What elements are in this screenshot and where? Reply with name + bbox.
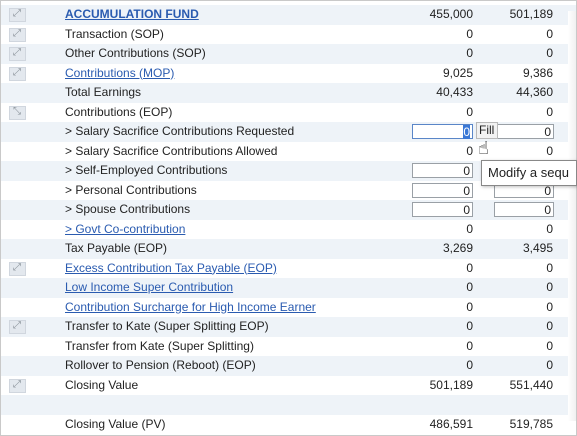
row-label: Closing Value (PV) xyxy=(65,416,166,431)
row-label: Tax Payable (EOP) xyxy=(65,241,168,255)
value-year2: 0 xyxy=(546,319,553,333)
spouse-contributions-year2-input[interactable]: 0 xyxy=(494,202,554,217)
value-year1: 501,189 xyxy=(429,377,473,392)
row-label: Transfer from Kate (Super Splitting) xyxy=(65,338,254,353)
value-year1: 0 xyxy=(466,46,473,60)
accumulation-fund-link[interactable]: ACCUMULATION FUND xyxy=(65,7,199,21)
value-year1: 0 xyxy=(466,319,473,333)
govt-co-contribution-link[interactable]: > Govt Co-contribution xyxy=(65,221,186,236)
row-label: > Self-Employed Contributions xyxy=(65,163,228,177)
table-row-contributions-eop: ⤡ Contributions (EOP) 0 0 xyxy=(1,103,576,123)
value-year1: 9,025 xyxy=(442,65,473,80)
value-year2: 0 xyxy=(546,104,553,119)
value-year2: 501,189 xyxy=(509,7,553,21)
value-year1: 0 xyxy=(466,221,473,236)
row-label: Rollover to Pension (Reboot) (EOP) xyxy=(65,358,256,372)
value-year2: 0 xyxy=(546,280,553,294)
table-row-closing-value-pv: Closing Value (PV) 486,591 519,785 xyxy=(1,415,576,435)
value-year2: 3,495 xyxy=(522,241,553,255)
value-year1: 0 xyxy=(466,358,473,372)
table-row-tax-payable-eop: Tax Payable (EOP) 3,269 3,495 xyxy=(1,239,576,259)
expand-arrows-icon[interactable]: ⤢ xyxy=(9,261,26,276)
value-year2: 9,386 xyxy=(522,65,553,80)
contribution-surcharge-link[interactable]: Contribution Surcharge for High Income E… xyxy=(65,299,316,314)
fill-button[interactable]: Fill xyxy=(476,122,498,139)
value-year1: 0 xyxy=(466,338,473,353)
expand-arrows-icon[interactable]: ⤢ xyxy=(9,320,26,334)
table-row-low-income-super: Low Income Super Contribution 0 0 xyxy=(1,278,576,298)
value-year2: 551,440 xyxy=(509,377,553,392)
hand-pointer-icon: ☝ xyxy=(478,138,489,159)
value-year1: 486,591 xyxy=(429,416,473,431)
salary-sacrifice-requested-year2-input[interactable]: 0 xyxy=(494,124,554,139)
expand-arrows-icon[interactable]: ⤢ xyxy=(9,8,26,22)
panel-edge-shadow xyxy=(568,11,576,421)
value-year2: 0 xyxy=(546,358,553,372)
value-year1: 0 xyxy=(466,26,473,41)
value-year2: 519,785 xyxy=(509,416,553,431)
value-year2: 0 xyxy=(546,260,553,275)
row-label: Closing Value xyxy=(65,377,139,392)
value-year2: 0 xyxy=(546,338,553,353)
table-row-contributions-mop: ⤢ Contributions (MOP) 9,025 9,386 xyxy=(1,64,576,84)
row-label: > Salary Sacrifice Contributions Allowed xyxy=(65,143,278,158)
table-row-closing-value: ⤢ Closing Value 501,189 551,440 xyxy=(1,376,576,396)
expand-arrows-icon[interactable]: ⤢ xyxy=(9,66,26,81)
table-row-spouse-contributions: > Spouse Contributions 0 0 xyxy=(1,200,576,220)
row-label: Total Earnings xyxy=(65,85,142,99)
expand-arrows-icon[interactable]: ⤢ xyxy=(9,378,26,393)
table-row-govt-co-contribution: > Govt Co-contribution 0 0 xyxy=(1,220,576,240)
value-year1: 0 xyxy=(466,280,473,294)
table-row-excess-contribution-tax: ⤢ Excess Contribution Tax Payable (EOP) … xyxy=(1,259,576,279)
table-row-accumulation-fund: ⤢ ACCUMULATION FUND 455,000 501,189 xyxy=(1,5,576,25)
fill-tooltip: Modify a sequ xyxy=(481,160,577,186)
table-row-contribution-surcharge: Contribution Surcharge for High Income E… xyxy=(1,298,576,318)
value-year1: 40,433 xyxy=(436,85,473,99)
table-row-personal-contributions: > Personal Contributions 0 0 xyxy=(1,181,576,201)
table-row-transfer-from-kate: Transfer from Kate (Super Splitting) 0 0 xyxy=(1,337,576,357)
table-row-total-earnings: Total Earnings 40,433 44,360 xyxy=(1,83,576,103)
row-label: > Spouse Contributions xyxy=(65,202,191,216)
row-label: Transaction (SOP) xyxy=(65,26,164,41)
excess-contribution-tax-link[interactable]: Excess Contribution Tax Payable (EOP) xyxy=(65,260,277,275)
expand-arrows-icon[interactable]: ⤢ xyxy=(9,27,26,42)
value-year1: 0 xyxy=(466,260,473,275)
salary-sacrifice-requested-year1-input[interactable]: 0 xyxy=(412,124,473,139)
table-row-salary-sacrifice-requested: > Salary Sacrifice Contributions Request… xyxy=(1,122,576,142)
value-year2: 0 xyxy=(546,299,553,314)
row-label: Contributions (EOP) xyxy=(65,104,173,119)
value-year2: 0 xyxy=(546,26,553,41)
table-row-rollover-to-pension: Rollover to Pension (Reboot) (EOP) 0 0 xyxy=(1,356,576,376)
value-year1: 0 xyxy=(466,143,473,158)
row-label: > Personal Contributions xyxy=(65,182,197,197)
self-employed-year1-input[interactable]: 0 xyxy=(412,163,473,178)
collapse-arrows-icon[interactable]: ⤡ xyxy=(9,105,26,120)
table-row-other-contributions-sop: ⤢ Other Contributions (SOP) 0 0 xyxy=(1,44,576,64)
personal-contributions-year1-input[interactable]: 0 xyxy=(412,182,473,198)
value-year1: 0 xyxy=(466,299,473,314)
low-income-super-link[interactable]: Low Income Super Contribution xyxy=(65,280,234,294)
spouse-contributions-year1-input[interactable]: 0 xyxy=(412,202,473,217)
value-year1: 0 xyxy=(466,104,473,119)
value-year2: 44,360 xyxy=(516,85,553,99)
value-year2: 0 xyxy=(546,46,553,60)
row-label: > Salary Sacrifice Contributions Request… xyxy=(65,124,295,138)
expand-arrows-icon[interactable]: ⤢ xyxy=(9,47,26,61)
table-row-transfer-to-kate: ⤢ Transfer to Kate (Super Splitting EOP)… xyxy=(1,317,576,337)
value-year2: 0 xyxy=(546,221,553,236)
table-row-transaction-sop: ⤢ Transaction (SOP) 0 0 xyxy=(1,25,576,45)
contributions-mop-link[interactable]: Contributions (MOP) xyxy=(65,65,175,80)
value-year1: 455,000 xyxy=(429,7,473,21)
table-row-spacer xyxy=(1,395,576,415)
row-label: Transfer to Kate (Super Splitting EOP) xyxy=(65,319,269,333)
row-label: Other Contributions (SOP) xyxy=(65,46,206,60)
value-year1: 3,269 xyxy=(442,241,473,255)
table-row-salary-sacrifice-allowed: > Salary Sacrifice Contributions Allowed… xyxy=(1,142,576,162)
value-year2: 0 xyxy=(546,143,553,158)
